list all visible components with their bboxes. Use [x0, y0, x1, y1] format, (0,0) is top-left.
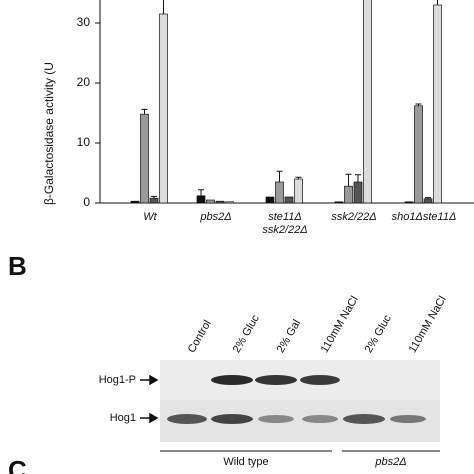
y-axis-label: β-Galactosidase activity (U	[42, 62, 56, 205]
y-tick-label: 30	[77, 15, 91, 29]
bar	[423, 198, 433, 204]
lane-label: 110mM NaCl	[319, 294, 361, 355]
bar	[130, 200, 140, 204]
plot	[130, 0, 442, 204]
group-label: Wild type	[223, 456, 268, 468]
lane-label: 110mM NaCl	[407, 294, 449, 355]
error-bar	[355, 174, 361, 182]
bar	[433, 4, 442, 204]
bar	[275, 181, 284, 204]
bar	[159, 13, 168, 204]
bar	[206, 199, 215, 204]
error-bar	[198, 189, 204, 196]
arrows	[140, 374, 159, 424]
band	[167, 414, 207, 424]
band	[211, 375, 253, 385]
band	[211, 414, 253, 424]
x-tick-label: ste11Δ ssk2/22Δ	[262, 211, 308, 236]
bar	[344, 185, 353, 204]
row-label: Hog1-P	[99, 374, 136, 386]
error-bar	[163, 0, 164, 14]
lane-label: 2% Gluc	[231, 313, 262, 355]
band	[302, 415, 338, 423]
error-bar	[276, 170, 283, 182]
bar	[284, 196, 294, 204]
arrow-head	[149, 412, 159, 424]
band	[300, 375, 340, 385]
band	[343, 414, 385, 424]
group-label: pbs2Δ	[374, 456, 406, 468]
lane-label: 2% Gal	[275, 318, 303, 355]
panel-letter: B	[8, 251, 27, 281]
lane-label: Control	[186, 318, 214, 355]
bar	[363, 0, 372, 204]
error-bar	[151, 195, 157, 199]
x-tick-label: pbs2Δ	[200, 211, 232, 223]
arrow-head	[149, 374, 159, 386]
band	[258, 415, 294, 423]
error-bar	[415, 103, 422, 106]
bar	[353, 181, 363, 204]
y-tick-label: 0	[83, 195, 90, 209]
bands	[167, 375, 426, 424]
bar	[334, 201, 344, 204]
y-tick-label: 20	[77, 75, 91, 89]
lane-label: 2% Gluc	[363, 313, 394, 355]
x-tick-label: Wt	[143, 211, 157, 223]
error-bar	[437, 0, 438, 5]
row-label: Hog1	[110, 412, 136, 424]
bar	[265, 196, 275, 204]
x-tick-label: ssk2/22Δ	[331, 211, 377, 223]
bar	[196, 195, 206, 204]
bar	[404, 201, 414, 204]
x-tick-label: sho1Δste11Δ	[391, 211, 457, 223]
error-bar	[345, 173, 352, 187]
bar	[294, 178, 303, 204]
error-bar	[141, 108, 148, 115]
band	[255, 375, 297, 385]
bar	[414, 105, 423, 204]
bar	[215, 200, 225, 204]
error-bar	[295, 176, 302, 179]
panel-letter: C	[8, 455, 27, 474]
band	[390, 415, 426, 423]
bar	[140, 113, 149, 204]
bar	[225, 201, 234, 204]
y-tick-label: 10	[77, 135, 91, 149]
bar	[149, 197, 159, 204]
error-bar	[425, 197, 431, 199]
